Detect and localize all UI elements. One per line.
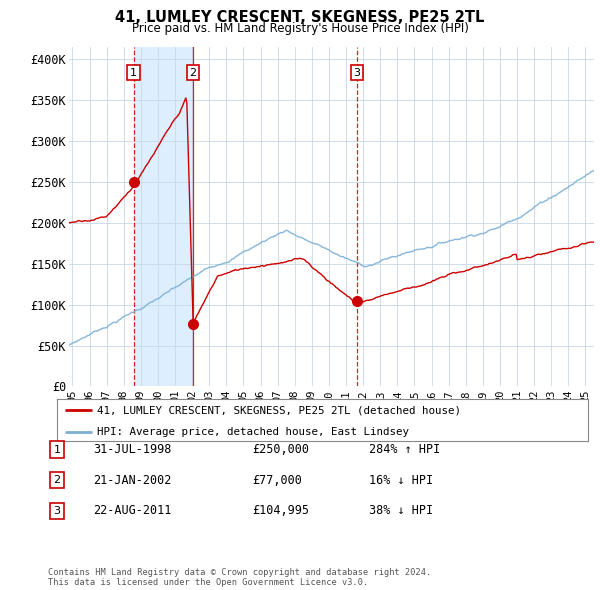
Text: HPI: Average price, detached house, East Lindsey: HPI: Average price, detached house, East… <box>97 427 409 437</box>
Text: 1: 1 <box>53 445 61 454</box>
Text: 2: 2 <box>190 68 197 78</box>
Text: £104,995: £104,995 <box>252 504 309 517</box>
Text: £250,000: £250,000 <box>252 443 309 456</box>
Text: 284% ↑ HPI: 284% ↑ HPI <box>369 443 440 456</box>
Text: 2: 2 <box>53 476 61 485</box>
Text: £77,000: £77,000 <box>252 474 302 487</box>
Text: Contains HM Land Registry data © Crown copyright and database right 2024.: Contains HM Land Registry data © Crown c… <box>48 568 431 577</box>
Bar <box>134 47 193 386</box>
Text: 21-JAN-2002: 21-JAN-2002 <box>93 474 172 487</box>
Text: Price paid vs. HM Land Registry's House Price Index (HPI): Price paid vs. HM Land Registry's House … <box>131 22 469 35</box>
Text: 16% ↓ HPI: 16% ↓ HPI <box>369 474 433 487</box>
Text: 31-JUL-1998: 31-JUL-1998 <box>93 443 172 456</box>
Text: 22-AUG-2011: 22-AUG-2011 <box>93 504 172 517</box>
Text: This data is licensed under the Open Government Licence v3.0.: This data is licensed under the Open Gov… <box>48 578 368 587</box>
Text: 3: 3 <box>53 506 61 516</box>
Text: 41, LUMLEY CRESCENT, SKEGNESS, PE25 2TL (detached house): 41, LUMLEY CRESCENT, SKEGNESS, PE25 2TL … <box>97 405 461 415</box>
Text: 38% ↓ HPI: 38% ↓ HPI <box>369 504 433 517</box>
Text: 1: 1 <box>130 68 137 78</box>
Text: 41, LUMLEY CRESCENT, SKEGNESS, PE25 2TL: 41, LUMLEY CRESCENT, SKEGNESS, PE25 2TL <box>115 10 485 25</box>
Text: 3: 3 <box>353 68 361 78</box>
